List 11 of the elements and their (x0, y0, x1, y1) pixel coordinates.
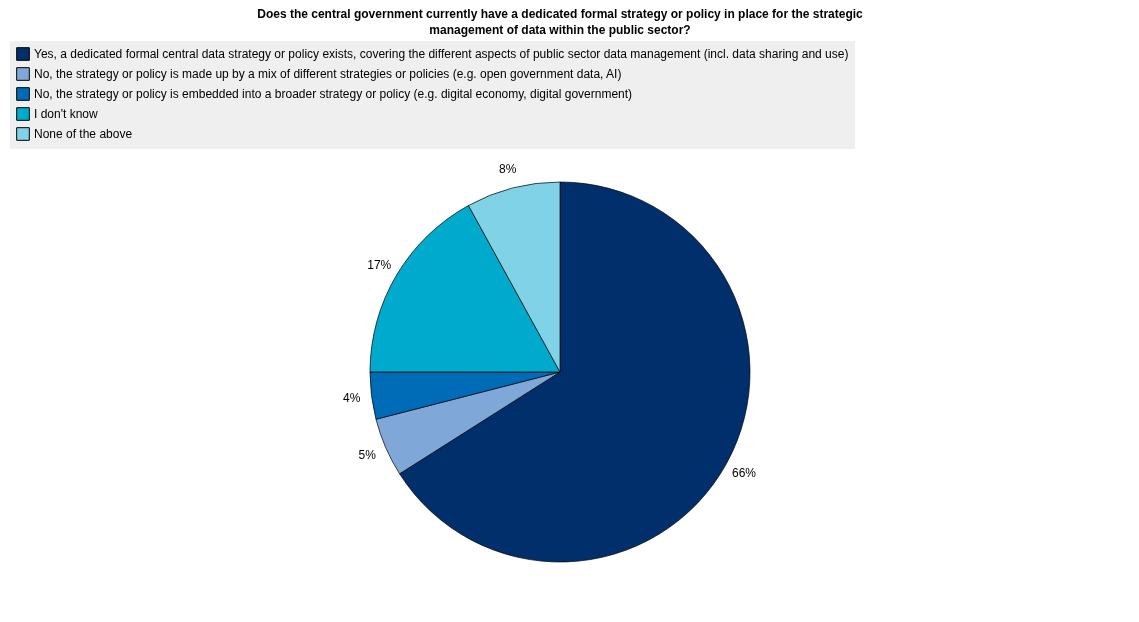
data-label: 4% (342, 391, 361, 406)
legend-label: No, the strategy or policy is made up by a mix of different strategies or policies (e.g. open government data, AI) (34, 67, 622, 81)
legend-label: None of the above (34, 127, 133, 141)
data-label: 8% (499, 161, 517, 176)
data-label: 17% (367, 258, 392, 273)
chart-title: Does the central government currently have a dedicated formal strategy or policy in place for the strategic management of data within the public sector? (257, 7, 864, 37)
legend-label: No, the strategy or policy is embedded into a broader strategy or policy (e.g. digital economy, digital government) (34, 87, 633, 101)
legend-label: Yes, a dedicated formal central data strategy or policy exists, covering the different aspects of public sector data management (incl. data sharing and use) (34, 47, 849, 61)
data-label: 66% (732, 466, 757, 481)
data-label: 5% (358, 448, 377, 463)
legend-label: I don't know (34, 107, 98, 121)
